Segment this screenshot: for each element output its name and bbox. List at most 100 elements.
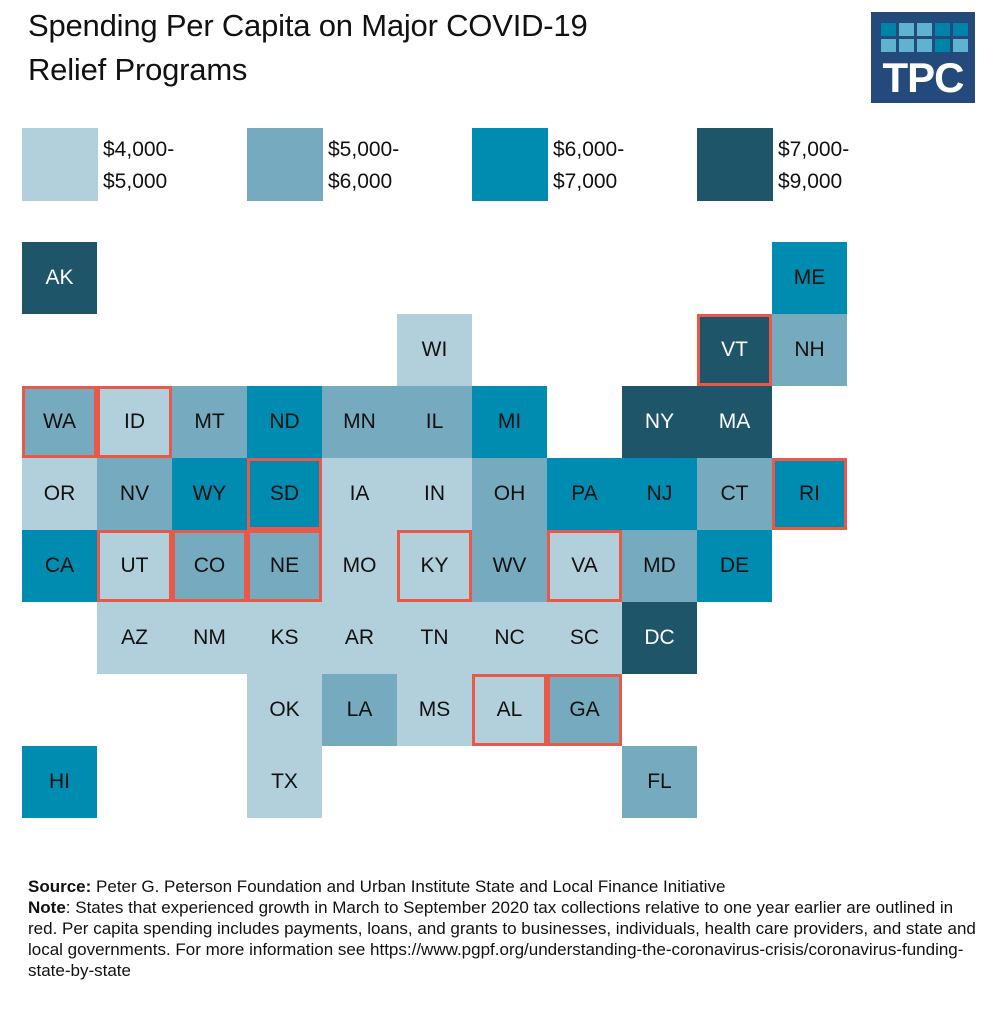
- state-label: MN: [343, 410, 376, 433]
- state-tile-az: AZ: [97, 602, 172, 674]
- state-tile-wi: WI: [397, 314, 472, 386]
- state-tile-mo: MO: [322, 530, 397, 602]
- state-label: IA: [349, 482, 370, 505]
- logo-cell: [899, 39, 914, 52]
- state-tile-ak: AK: [22, 242, 97, 314]
- state-label: WY: [192, 482, 227, 505]
- logo-cell: [953, 39, 968, 52]
- note-line: Note: States that experienced growth in …: [28, 897, 978, 981]
- legend-label-line-2: $7,000: [553, 170, 618, 193]
- state-label: KS: [270, 626, 299, 649]
- state-tile-nc: NC: [472, 602, 547, 674]
- state-tile-in: IN: [397, 458, 472, 530]
- state-tile-la: LA: [322, 674, 397, 746]
- state-tile-ca: CA: [22, 530, 97, 602]
- state-label: NC: [494, 626, 525, 649]
- state-label: UT: [120, 554, 149, 577]
- logo-cell: [917, 39, 932, 52]
- state-label: SC: [569, 626, 600, 649]
- state-tile-vt: VT: [697, 314, 772, 386]
- state-label: NY: [644, 410, 675, 433]
- state-tile-ky: KY: [397, 530, 472, 602]
- state-tile-pa: PA: [547, 458, 622, 530]
- state-tile-nh: NH: [772, 314, 847, 386]
- legend-label: $5,000- $6,000: [328, 134, 399, 198]
- state-tile-ok: OK: [247, 674, 322, 746]
- state-label: AL: [496, 698, 523, 721]
- state-label: GA: [569, 698, 600, 721]
- state-tile-nd: ND: [247, 386, 322, 458]
- state-label: AZ: [121, 626, 148, 649]
- state-label: LA: [346, 698, 373, 721]
- state-tile-ms: MS: [397, 674, 472, 746]
- state-label: IL: [425, 410, 444, 433]
- state-label: CT: [720, 482, 749, 505]
- state-label: WA: [42, 410, 77, 433]
- chart-title-line-1: Spending Per Capita on Major COVID-19: [28, 8, 588, 43]
- footer-notes: Source: Peter G. Peterson Foundation and…: [28, 876, 978, 981]
- state-tile-wv: WV: [472, 530, 547, 602]
- state-label: AK: [45, 266, 74, 289]
- state-tile-dc: DC: [622, 602, 697, 674]
- state-tile-al: AL: [472, 674, 547, 746]
- state-label: NH: [794, 338, 825, 361]
- state-tile-oh: OH: [472, 458, 547, 530]
- legend-label-line-2: $9,000: [778, 170, 843, 193]
- state-label: HI: [49, 770, 70, 793]
- state-tile-sc: SC: [547, 602, 622, 674]
- state-label: OR: [43, 482, 76, 505]
- state-tile-ga: GA: [547, 674, 622, 746]
- state-tile-ny: NY: [622, 386, 697, 458]
- state-label: TN: [420, 626, 449, 649]
- state-label: NM: [193, 626, 226, 649]
- source-text: Peter G. Peterson Foundation and Urban I…: [91, 877, 726, 896]
- state-label: MA: [718, 410, 751, 433]
- state-label: CA: [44, 554, 75, 577]
- legend: $4,000- $5,000 $5,000- $6,000 $6,000- $7,000 $…: [22, 128, 882, 202]
- state-tile-wa: WA: [22, 386, 97, 458]
- note-label: Note: [28, 898, 66, 917]
- state-tile-md: MD: [622, 530, 697, 602]
- state-tile-fl: FL: [622, 746, 697, 818]
- state-tile-ia: IA: [322, 458, 397, 530]
- state-tile-ma: MA: [697, 386, 772, 458]
- state-label: CO: [193, 554, 226, 577]
- state-tile-va: VA: [547, 530, 622, 602]
- state-tile-sd: SD: [247, 458, 322, 530]
- logo-cell: [881, 39, 896, 52]
- legend-label-line-1: $7,000-: [778, 138, 850, 161]
- state-label: PA: [571, 482, 598, 505]
- state-tile-me: ME: [772, 242, 847, 314]
- state-label: ME: [793, 266, 826, 289]
- state-label: KY: [420, 554, 449, 577]
- logo-cell: [917, 23, 932, 36]
- state-tile-ut: UT: [97, 530, 172, 602]
- logo-cell: [935, 39, 950, 52]
- state-tile-tn: TN: [397, 602, 472, 674]
- source-line: Source: Peter G. Peterson Foundation and…: [28, 876, 978, 897]
- legend-swatch: [472, 128, 548, 201]
- legend-label: $7,000- $9,000: [778, 134, 849, 198]
- state-label: DE: [719, 554, 750, 577]
- state-label: OK: [269, 698, 300, 721]
- state-tile-hi: HI: [22, 746, 97, 818]
- state-label: FL: [647, 770, 672, 793]
- tpc-logo-grid-icon: [881, 23, 968, 52]
- note-text: : States that experienced growth in Marc…: [28, 898, 976, 980]
- logo-cell: [935, 23, 950, 36]
- state-label: VA: [571, 554, 598, 577]
- legend-label-line-1: $6,000-: [553, 138, 625, 161]
- state-tile-il: IL: [397, 386, 472, 458]
- state-label: MT: [194, 410, 225, 433]
- state-tile-de: DE: [697, 530, 772, 602]
- state-tile-wy: WY: [172, 458, 247, 530]
- legend-label: $6,000- $7,000: [553, 134, 624, 198]
- source-label: Source:: [28, 877, 92, 896]
- state-label: ID: [124, 410, 145, 433]
- legend-label: $4,000- $5,000: [103, 134, 174, 198]
- tpc-logo-text: TPC: [882, 54, 965, 101]
- state-label: VT: [721, 338, 748, 361]
- legend-label-line-1: $4,000-: [103, 138, 175, 161]
- logo-cell: [899, 23, 914, 36]
